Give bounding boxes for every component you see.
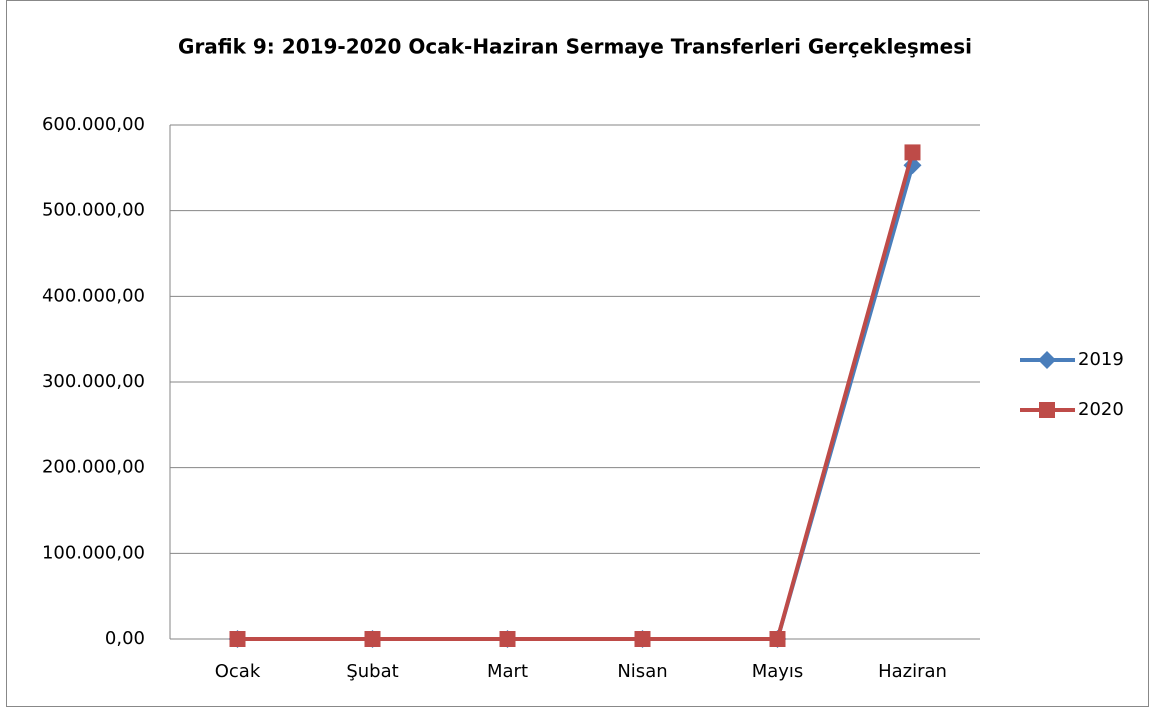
data-point <box>904 144 921 161</box>
series-line <box>237 151 915 641</box>
x-tick-label: Nisan <box>617 661 667 682</box>
chart-title: Grafik 9: 2019-2020 Ocak-Haziran Sermaye… <box>178 35 972 59</box>
y-tick-label: 300.000,00 <box>42 371 145 392</box>
y-tick-label: 0,00 <box>105 628 145 649</box>
legend-marker <box>1038 351 1056 369</box>
chart-border <box>6 0 1149 707</box>
x-tick-label: Haziran <box>878 661 947 682</box>
y-tick-label: 600.000,00 <box>42 114 145 135</box>
x-tick-label: Ocak <box>215 661 261 682</box>
legend-label: 2019 <box>1078 349 1124 370</box>
y-tick-label: 100.000,00 <box>42 542 145 563</box>
x-tick-label: Mart <box>487 661 528 682</box>
data-point <box>229 631 246 647</box>
y-tick-label: 500.000,00 <box>42 200 145 221</box>
x-tick-label: Mayıs <box>752 661 804 682</box>
data-point <box>634 631 651 647</box>
data-point <box>499 631 516 647</box>
data-point <box>364 631 381 647</box>
legend-label: 2020 <box>1078 399 1124 420</box>
legend-marker <box>1039 402 1055 418</box>
x-tick-label: Şubat <box>346 661 398 682</box>
data-point <box>769 631 786 647</box>
y-tick-label: 200.000,00 <box>42 457 145 478</box>
y-tick-label: 400.000,00 <box>42 285 145 306</box>
